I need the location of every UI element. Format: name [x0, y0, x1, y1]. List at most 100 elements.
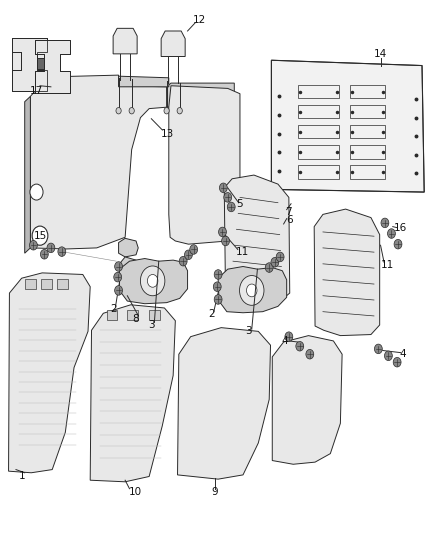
Circle shape — [114, 272, 122, 282]
Polygon shape — [37, 58, 44, 69]
Polygon shape — [121, 257, 141, 278]
Bar — [350, 125, 385, 139]
Polygon shape — [272, 336, 342, 464]
Circle shape — [219, 183, 227, 192]
Circle shape — [214, 270, 222, 279]
Bar — [25, 279, 35, 289]
Bar — [297, 165, 339, 179]
Circle shape — [393, 358, 401, 367]
Polygon shape — [177, 328, 271, 479]
Bar — [149, 310, 159, 320]
Circle shape — [58, 247, 66, 256]
Bar — [350, 105, 385, 118]
Polygon shape — [161, 31, 185, 56]
Circle shape — [394, 239, 402, 249]
Circle shape — [385, 351, 392, 361]
Circle shape — [213, 282, 221, 292]
Text: 17: 17 — [30, 86, 43, 96]
Circle shape — [47, 243, 55, 253]
Circle shape — [296, 342, 304, 351]
Bar — [297, 105, 339, 118]
Circle shape — [240, 276, 264, 305]
Bar — [350, 85, 385, 98]
Polygon shape — [120, 259, 187, 304]
Text: 7: 7 — [286, 207, 292, 217]
Circle shape — [40, 249, 48, 259]
Circle shape — [265, 263, 273, 272]
Polygon shape — [119, 238, 138, 257]
Circle shape — [190, 245, 198, 254]
Polygon shape — [12, 38, 46, 91]
Text: 3: 3 — [245, 326, 252, 336]
Polygon shape — [35, 39, 70, 93]
Text: 11: 11 — [381, 261, 394, 270]
Circle shape — [214, 295, 222, 304]
Polygon shape — [21, 38, 37, 91]
Circle shape — [306, 350, 314, 359]
Circle shape — [115, 286, 123, 295]
Text: 1: 1 — [18, 471, 25, 481]
Polygon shape — [25, 96, 30, 253]
Circle shape — [116, 108, 121, 114]
Circle shape — [184, 250, 192, 260]
Circle shape — [247, 284, 257, 297]
Bar — [350, 146, 385, 159]
Circle shape — [374, 344, 382, 354]
Bar — [297, 125, 339, 139]
Polygon shape — [113, 28, 137, 54]
Polygon shape — [119, 76, 169, 87]
Text: 8: 8 — [132, 313, 138, 324]
Text: 11: 11 — [236, 247, 249, 257]
Text: 2: 2 — [110, 304, 117, 314]
Circle shape — [164, 108, 169, 114]
Text: 4: 4 — [400, 349, 406, 359]
Polygon shape — [90, 305, 175, 482]
Circle shape — [115, 262, 123, 271]
Polygon shape — [224, 175, 290, 304]
Circle shape — [276, 252, 284, 262]
Text: 15: 15 — [33, 231, 46, 241]
Polygon shape — [37, 52, 46, 70]
Circle shape — [30, 184, 43, 200]
Polygon shape — [12, 38, 46, 52]
Bar — [297, 85, 339, 98]
Circle shape — [285, 332, 293, 342]
Circle shape — [381, 218, 389, 228]
Circle shape — [388, 229, 396, 238]
Circle shape — [222, 236, 230, 246]
Bar — [57, 279, 68, 289]
Circle shape — [177, 108, 182, 114]
Polygon shape — [169, 86, 240, 244]
Text: 14: 14 — [374, 49, 387, 59]
Polygon shape — [272, 60, 424, 192]
Circle shape — [219, 227, 226, 237]
Polygon shape — [12, 52, 21, 70]
Circle shape — [224, 192, 232, 202]
Polygon shape — [9, 273, 90, 473]
Bar — [127, 310, 138, 320]
Circle shape — [32, 226, 48, 245]
Circle shape — [227, 202, 235, 212]
Text: 6: 6 — [286, 215, 293, 225]
Polygon shape — [218, 266, 287, 313]
Polygon shape — [166, 83, 234, 107]
Circle shape — [29, 240, 37, 250]
Circle shape — [271, 257, 279, 267]
Circle shape — [141, 266, 165, 296]
Text: 9: 9 — [211, 487, 218, 497]
Bar — [41, 279, 52, 289]
Polygon shape — [314, 209, 380, 336]
Text: 5: 5 — [237, 199, 243, 209]
Text: 3: 3 — [148, 320, 155, 330]
Bar — [350, 165, 385, 179]
Polygon shape — [30, 75, 169, 249]
Circle shape — [148, 274, 158, 287]
Circle shape — [129, 108, 134, 114]
Text: 16: 16 — [394, 223, 407, 233]
Circle shape — [179, 256, 187, 266]
Text: 4: 4 — [281, 336, 288, 346]
Text: 10: 10 — [129, 487, 142, 497]
Bar — [107, 310, 117, 320]
Text: 2: 2 — [208, 309, 215, 319]
Text: 12: 12 — [193, 15, 206, 26]
